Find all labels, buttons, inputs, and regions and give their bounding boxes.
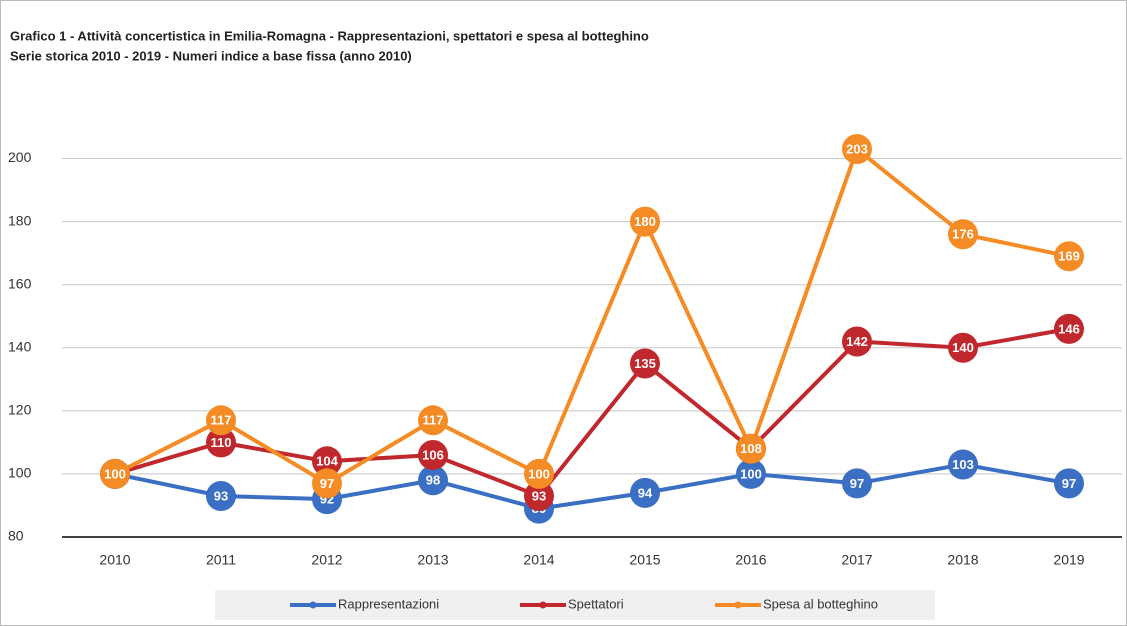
data-label: 117 — [211, 413, 232, 428]
y-tick-label: 100 — [8, 465, 32, 481]
x-tick-label: 2018 — [947, 552, 978, 568]
legend-label: Spettatori — [568, 596, 624, 611]
series-line — [114, 145, 1070, 486]
point-marker — [206, 481, 236, 511]
y-tick-label: 160 — [8, 275, 32, 291]
y-tick-label: 120 — [8, 402, 32, 418]
point-marker — [524, 458, 554, 489]
data-label: 94 — [638, 485, 653, 500]
point-marker — [206, 405, 236, 436]
x-tick-label: 2019 — [1053, 552, 1084, 568]
data-label: 97 — [320, 476, 334, 491]
data-label: 100 — [740, 466, 762, 481]
x-tick-label: 2016 — [735, 552, 766, 568]
legend-marker — [539, 601, 547, 609]
point-marker — [842, 468, 872, 499]
point-marker — [948, 449, 978, 480]
data-label: 106 — [422, 447, 444, 462]
point-marker — [312, 468, 342, 499]
point-marker — [1054, 313, 1084, 344]
legend-marker — [309, 601, 317, 609]
y-tick-label: 200 — [8, 149, 32, 165]
point-marker — [842, 326, 872, 357]
x-tick-label: 2011 — [206, 552, 236, 568]
x-tick-label: 2015 — [629, 552, 660, 568]
point-marker — [736, 458, 766, 489]
data-label: 93 — [214, 488, 228, 503]
data-label: 98 — [426, 473, 440, 488]
data-label: 104 — [316, 454, 338, 469]
point-marker — [312, 446, 342, 477]
data-label: 135 — [634, 356, 656, 371]
point-marker — [948, 332, 978, 363]
data-label: 103 — [952, 457, 974, 472]
data-label: 203 — [846, 142, 868, 157]
x-tick-label: 2017 — [841, 552, 872, 568]
data-label: 100 — [528, 466, 550, 481]
data-label: 97 — [850, 476, 864, 491]
data-label: 117 — [423, 413, 444, 428]
point-marker — [206, 427, 236, 458]
point-marker — [630, 477, 660, 508]
y-tick-label: 180 — [8, 212, 32, 228]
chart-title: Grafico 1 - Attività concertistica in Em… — [10, 28, 649, 43]
point-marker — [842, 134, 872, 165]
point-marker — [1054, 468, 1084, 499]
point-marker — [1054, 241, 1084, 272]
x-tick-label: 2010 — [99, 552, 130, 568]
series-line — [114, 462, 1070, 511]
point-marker — [736, 433, 766, 464]
data-label: 142 — [846, 334, 868, 349]
point-marker — [100, 458, 130, 489]
chart-subtitle: Serie storica 2010 - 2019 - Numeri indic… — [10, 48, 412, 63]
data-label: 93 — [532, 488, 546, 503]
point-marker — [418, 405, 448, 436]
x-tick-label: 2014 — [523, 552, 554, 568]
point-marker — [418, 440, 448, 470]
data-label: 176 — [952, 227, 974, 242]
data-label: 97 — [1062, 476, 1076, 491]
point-marker — [948, 219, 978, 250]
data-label: 169 — [1058, 249, 1080, 264]
point-marker — [630, 206, 660, 237]
data-label: 100 — [104, 466, 126, 481]
legend-label: Spesa al botteghino — [763, 596, 878, 611]
point-marker — [630, 348, 660, 379]
x-tick-label: 2013 — [417, 552, 448, 568]
data-label: 110 — [211, 435, 232, 450]
data-label: 108 — [740, 441, 762, 456]
y-tick-label: 140 — [8, 338, 32, 354]
legend-label: Rappresentazioni — [338, 596, 439, 611]
data-label: 146 — [1058, 321, 1080, 336]
legend-marker — [734, 601, 742, 609]
point-marker — [418, 465, 448, 496]
data-label: 180 — [634, 214, 656, 229]
point-marker — [524, 481, 554, 511]
x-tick-label: 2012 — [311, 552, 342, 568]
y-tick-label: 80 — [8, 528, 24, 544]
data-label: 140 — [952, 340, 974, 355]
